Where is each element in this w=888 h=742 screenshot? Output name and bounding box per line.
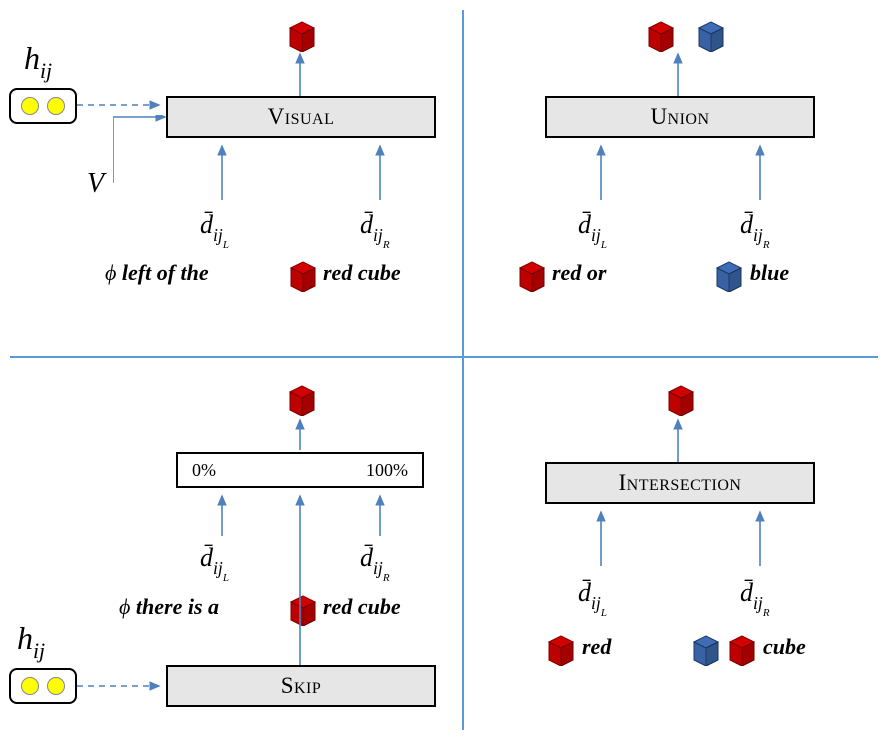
phrase-cube-tr-right <box>713 258 747 297</box>
phrase-right-tr: blue <box>750 260 789 286</box>
dl-label-tr: d̄ijL <box>578 210 607 247</box>
arrow-out-br <box>670 414 686 464</box>
phrase-right-br: cube <box>763 634 806 660</box>
module-intersection: Intersection <box>545 462 815 504</box>
module-union: Union <box>545 96 815 138</box>
dr-label-bl: d̄ijR <box>360 543 390 580</box>
output-cube-tr-blue <box>695 18 729 57</box>
arrow-dashed-hij-tl <box>77 95 167 115</box>
mix-box-bl: 0% 100% <box>176 452 424 488</box>
hij-label-bl: hij <box>17 620 45 662</box>
dr-label-tl: d̄ijR <box>360 210 390 247</box>
feature-dot-icon <box>21 97 39 115</box>
mix-left: 0% <box>192 460 216 481</box>
arrow-dl-bl <box>214 490 230 538</box>
module-visual: Visual <box>166 96 436 138</box>
divider-horizontal <box>10 356 878 358</box>
arrow-dl-tr <box>593 140 609 202</box>
v-label-tl: V <box>87 168 104 200</box>
phrase-cube-tr-left <box>516 258 550 297</box>
arrow-skip-to-mix <box>292 490 308 667</box>
phrase-left-tl: ϕ left of the <box>105 260 209 286</box>
dl-label-bl: d̄ijL <box>200 543 229 580</box>
output-cube-bl <box>286 382 320 421</box>
arrow-dl-br <box>593 506 609 568</box>
arrow-dashed-hij-bl <box>77 676 167 696</box>
dr-label-br: d̄ijR <box>740 578 770 615</box>
feature-box-bl <box>9 668 77 704</box>
mix-right: 100% <box>366 460 408 481</box>
phrase-left-bl: ϕ there is a <box>119 594 219 620</box>
output-cube-tr-red <box>645 18 679 57</box>
phrase-right-bl: red cube <box>323 594 401 620</box>
phrase-cube-br-left <box>545 632 579 671</box>
dl-label-tl: d̄ijL <box>200 210 229 247</box>
divider-vertical <box>462 10 464 730</box>
arrow-dr-bl <box>372 490 388 538</box>
phrase-left-tr: red or <box>552 260 606 286</box>
feature-dot-icon <box>47 97 65 115</box>
output-cube-br <box>665 382 699 421</box>
phrase-cube-tl <box>287 258 321 297</box>
phrase-right-tl: red cube <box>323 260 401 286</box>
feature-dot-icon <box>47 677 65 695</box>
phrase-left-br: red <box>582 634 611 660</box>
hij-label-tl: hij <box>24 40 52 82</box>
feature-box-tl <box>9 88 77 124</box>
arrow-dr-br <box>752 506 768 568</box>
phrase-cube-br-right2 <box>726 632 760 671</box>
arrow-v-tl <box>113 115 173 187</box>
diagram-canvas: hij V Visual d̄ijL <box>0 0 888 742</box>
dl-label-br: d̄ijL <box>578 578 607 615</box>
arrow-dl-tl <box>214 140 230 202</box>
output-cube-tl <box>286 18 320 57</box>
phrase-cube-br-right1 <box>690 632 724 671</box>
dr-label-tr: d̄ijR <box>740 210 770 247</box>
arrow-dr-tl <box>372 140 388 202</box>
arrow-dr-tr <box>752 140 768 202</box>
phrase-cube-bl <box>287 592 321 631</box>
module-skip: Skip <box>166 665 436 707</box>
feature-dot-icon <box>21 677 39 695</box>
